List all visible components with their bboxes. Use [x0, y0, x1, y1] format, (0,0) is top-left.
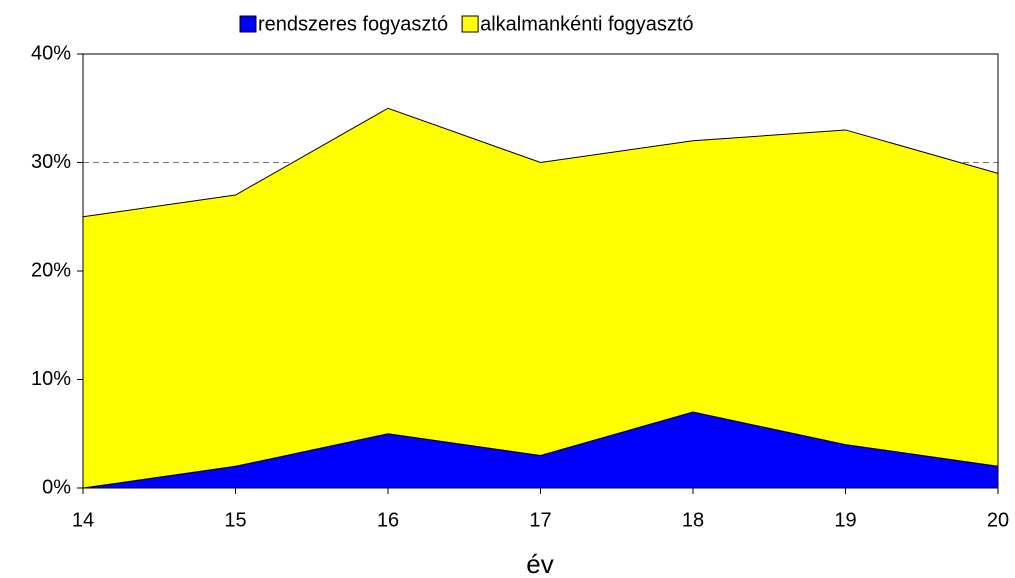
y-tick-label: 40%: [31, 42, 71, 64]
legend-swatch: [239, 15, 257, 33]
y-tick-label: 10%: [31, 368, 71, 390]
y-tick-label: 30%: [31, 151, 71, 173]
legend-label: rendszeres fogyasztó: [258, 13, 448, 35]
x-tick-label: 18: [682, 509, 704, 531]
x-tick-label: 20: [987, 509, 1009, 531]
x-axis-label: év: [526, 549, 553, 578]
x-tick-label: 19: [834, 509, 856, 531]
x-tick-label: 16: [377, 509, 399, 531]
x-tick-label: 15: [224, 509, 246, 531]
area: [82, 107, 999, 489]
legend-swatch: [461, 15, 479, 33]
legend-label: alkalmankénti fogyasztó: [480, 13, 693, 35]
y-tick-label: 20%: [31, 259, 71, 281]
x-tick-label: 14: [72, 509, 94, 531]
x-tick-label: 17: [529, 509, 551, 531]
y-tick-label: 0%: [42, 476, 71, 498]
